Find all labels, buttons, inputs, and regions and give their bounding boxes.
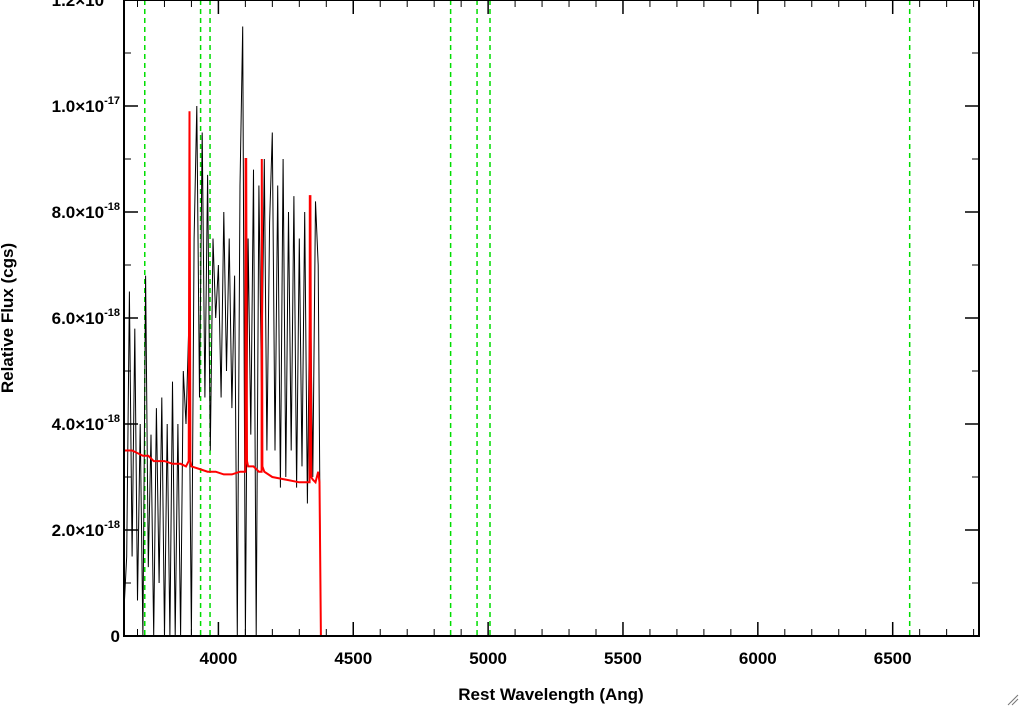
resize-grip-icon [1007, 694, 1019, 706]
y-tick-label: 8.0×10-18 [52, 201, 120, 222]
y-tick-label: 2.0×10-18 [52, 519, 120, 540]
y-axis-ticks: 0 2.0×10-18 4.0×10-18 6.0×10-18 8.0×10-18 1.0… [52, 0, 979, 646]
y-axis-title: Relative Flux (cgs) [0, 243, 17, 393]
x-axis-ticks: 4000 4500 5000 5500 6000 6500 [136, 0, 975, 668]
y-tick-label: 4.0×10-18 [52, 413, 120, 434]
y-tick-label: 1.2×10-17 [52, 0, 120, 10]
red-series [124, 111, 979, 637]
x-tick-label: 6500 [874, 649, 912, 668]
x-axis-title: Rest Wavelength (Ang) [458, 685, 643, 704]
x-tick-label: 4500 [334, 649, 372, 668]
black-series [123, 26, 979, 637]
series-line-1 [124, 111, 979, 637]
marker-lines [144, 0, 911, 636]
x-tick-label: 6000 [739, 649, 777, 668]
y-tick-label: 0 [111, 627, 120, 646]
x-tick-label: 5000 [469, 649, 507, 668]
series-line-0 [123, 26, 979, 637]
y-tick-label: 1.0×10-17 [52, 95, 120, 116]
y-tick-label: 6.0×10-18 [52, 307, 120, 328]
x-tick-label: 4000 [199, 649, 237, 668]
x-tick-label: 5500 [604, 649, 642, 668]
